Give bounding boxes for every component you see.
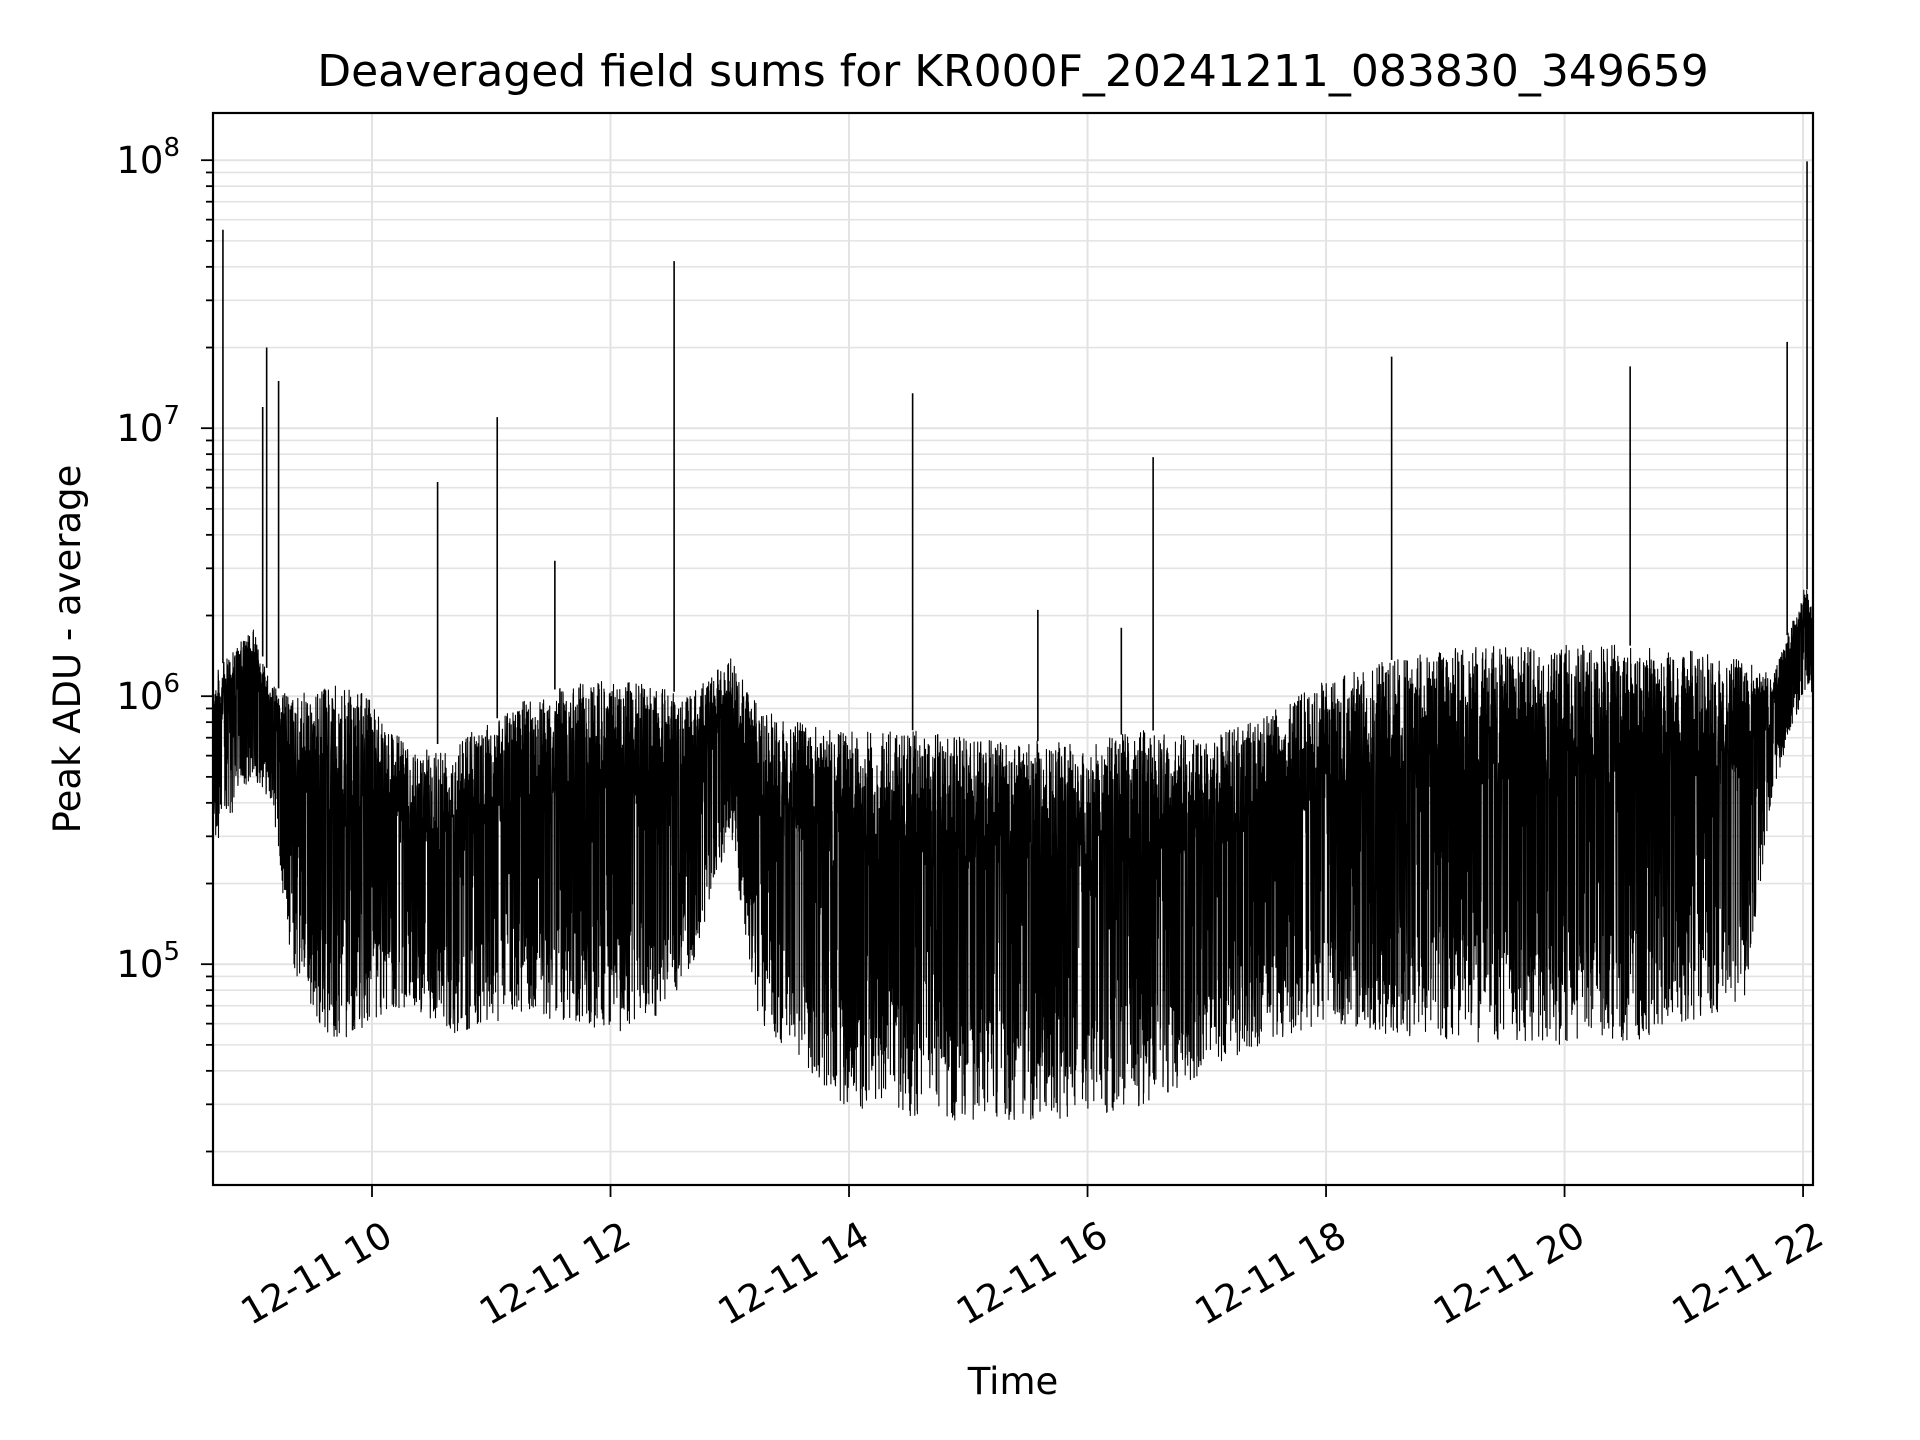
y-tick-exponent: 7 (163, 401, 180, 431)
y-tick-exponent: 5 (163, 937, 180, 967)
y-tick-label: 105 (116, 937, 180, 986)
y-tick-base: 10 (116, 139, 163, 182)
series-trace (212, 589, 1814, 1121)
y-axis-label: Peak ADU - average (46, 465, 89, 834)
y-tick-label: 107 (116, 401, 180, 450)
y-tick-exponent: 6 (163, 669, 180, 699)
y-tick-base: 10 (116, 407, 163, 450)
y-tick-base: 10 (116, 943, 163, 986)
x-axis-label: Time (967, 1360, 1059, 1403)
y-tick-label: 108 (116, 133, 180, 182)
y-tick-base: 10 (116, 675, 163, 718)
y-tick-exponent: 8 (163, 133, 180, 163)
plot-frame (211, 111, 1815, 1187)
series-line (212, 161, 1814, 1121)
y-tick-label: 106 (116, 669, 180, 718)
chart-title: Deaveraged field sums for KR000F_2024121… (317, 46, 1709, 97)
